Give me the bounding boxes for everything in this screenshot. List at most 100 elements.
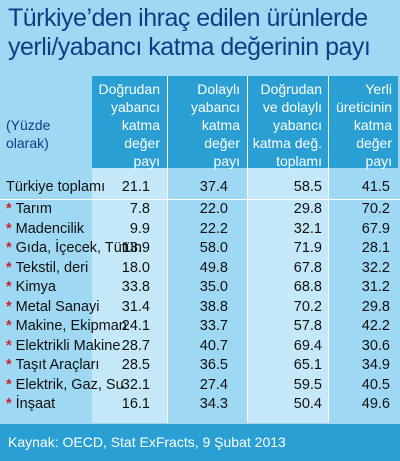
value-cell: 37.4 xyxy=(199,179,228,195)
header-background xyxy=(92,76,398,168)
row-label-text: İnşaat xyxy=(15,396,56,412)
row-label: * Makine, Ekipman xyxy=(6,318,127,334)
value-cell: 18.0 xyxy=(121,259,150,276)
table-body: Türkiye toplamı 21.1 37.4 58.5 41.5 * Tarım 7.8… xyxy=(0,178,400,415)
value-cell: 22.2 xyxy=(199,220,228,237)
bullet-star-icon: * xyxy=(6,298,12,315)
column-header-2-line: değer xyxy=(204,135,240,151)
value-cell: 9.9 xyxy=(129,220,150,237)
value-cell: 71.9 xyxy=(293,240,322,256)
row-label: * Elektrikli Makine xyxy=(6,338,120,354)
value-cell: 24.1 xyxy=(121,318,150,334)
unit-note-line-1: (Yüzde xyxy=(6,117,51,133)
value-cell: 28.5 xyxy=(121,357,150,373)
row-label: * Tarım xyxy=(6,201,52,217)
row-label: * Elektrik, Gaz, Su xyxy=(6,377,124,393)
row-label-text: Makine, Ekipman xyxy=(15,318,127,334)
row-label: Türkiye toplamı xyxy=(6,179,105,195)
column-header-3: Doğrudan ve dolaylı yabancı katma değ. t… xyxy=(250,80,322,170)
table-row: * Tarım 7.8 22.0 29.8 70.2 xyxy=(0,200,400,220)
value-cell: 34.9 xyxy=(361,357,390,373)
value-cell: 34.3 xyxy=(199,396,228,412)
column-header-4-line: katma xyxy=(353,117,392,133)
row-label-text: Kimya xyxy=(15,279,56,295)
value-cell: 42.2 xyxy=(361,318,390,334)
value-cell: 59.5 xyxy=(293,376,322,393)
row-label: * Tekstil, deri xyxy=(6,260,88,276)
table-row: * Gıda, İçecek, Tütün 13.9 58.0 71.9 28.1 xyxy=(0,239,400,259)
unit-note: (Yüzde olarak) xyxy=(6,116,50,152)
table-row: Türkiye toplamı 21.1 37.4 58.5 41.5 xyxy=(0,178,400,200)
value-cell: 31.2 xyxy=(361,279,390,295)
value-cell: 65.1 xyxy=(293,357,322,373)
row-label: * Madencilik xyxy=(6,221,84,237)
bullet-star-icon: * xyxy=(6,376,12,393)
column-header-2-line: Dolaylı xyxy=(197,81,240,97)
column-divider xyxy=(247,76,248,423)
row-label-text: Madencilik xyxy=(15,220,85,237)
value-cell: 32.1 xyxy=(293,220,322,237)
value-cell: 13.9 xyxy=(121,240,150,256)
value-cell: 32.1 xyxy=(121,376,150,393)
value-cell: 36.5 xyxy=(199,357,228,373)
bullet-star-icon: * xyxy=(6,357,12,373)
value-cell: 40.7 xyxy=(199,337,228,354)
column-header-4-line: değer xyxy=(356,135,392,151)
row-label-text: Tekstil, deri xyxy=(15,259,89,276)
value-cell: 41.5 xyxy=(361,179,390,195)
value-cell: 30.6 xyxy=(361,337,390,354)
value-cell: 67.8 xyxy=(293,259,322,276)
column-header-1: Doğrudan yabancı katma değer payı xyxy=(94,80,161,170)
value-cell: 31.4 xyxy=(121,298,150,315)
value-cell: 27.4 xyxy=(199,376,228,393)
value-cell: 49.8 xyxy=(199,259,228,276)
value-cell: 58.5 xyxy=(293,179,322,195)
column-header-3-line: Doğrudan xyxy=(260,81,323,97)
column-header-4-line: Yerli xyxy=(365,81,392,97)
column-header-1-line: katma xyxy=(121,117,160,133)
table-row: * Kimya 33.8 35.0 68.8 31.2 xyxy=(0,278,400,298)
bullet-star-icon: * xyxy=(6,240,12,256)
value-cell: 35.0 xyxy=(199,279,228,295)
value-cell: 7.8 xyxy=(129,201,150,217)
column-divider xyxy=(328,76,329,423)
value-cell: 70.2 xyxy=(293,298,322,315)
table-row: * Taşıt Araçları 28.5 36.5 65.1 34.9 xyxy=(0,356,400,376)
column-header-3-line: toplamı xyxy=(276,153,322,169)
column-shade-1 xyxy=(92,168,167,423)
column-header-2: Dolaylı yabancı katma değer payı xyxy=(170,80,240,170)
row-label: * Taşıt Araçları xyxy=(6,357,99,373)
source-footer: Kaynak: OECD, Stat ExFracts, 9 Şubat 201… xyxy=(0,424,400,461)
value-cell: 50.4 xyxy=(293,396,322,412)
value-cell: 49.6 xyxy=(361,396,390,412)
bullet-star-icon: * xyxy=(6,259,12,276)
column-header-4-line: payı xyxy=(365,153,392,169)
column-header-3-line: yabancı xyxy=(272,117,322,133)
value-cell: 33.7 xyxy=(199,318,228,334)
column-header-1-line: yabancı xyxy=(110,99,160,115)
value-cell: 28.1 xyxy=(361,240,390,256)
row-label-text: Metal Sanayi xyxy=(15,298,100,315)
table-row: * Tekstil, deri 18.0 49.8 67.8 32.2 xyxy=(0,259,400,279)
column-header-1-line: Doğrudan xyxy=(98,81,161,97)
table-row: * Makine, Ekipman 24.1 33.7 57.8 42.2 xyxy=(0,317,400,337)
value-cell: 57.8 xyxy=(293,318,322,334)
bullet-star-icon: * xyxy=(6,279,12,295)
table-row: * İnşaat 16.1 34.3 50.4 49.6 xyxy=(0,395,400,415)
bullet-star-icon: * xyxy=(6,201,12,217)
column-header-2-line: katma xyxy=(201,117,240,133)
column-header-2-line: yabancı xyxy=(190,99,240,115)
column-header-2-line: payı xyxy=(213,153,240,169)
row-label: * Kimya xyxy=(6,279,56,295)
value-cell: 28.7 xyxy=(121,337,150,354)
value-cell: 32.2 xyxy=(361,259,390,276)
table-row: * Metal Sanayi 31.4 38.8 70.2 29.8 xyxy=(0,298,400,318)
column-header-4: Yerli üreticinin katma değer payı xyxy=(330,80,392,170)
value-cell: 68.8 xyxy=(293,279,322,295)
value-cell: 21.1 xyxy=(121,179,150,195)
table-row: * Madencilik 9.9 22.2 32.1 67.9 xyxy=(0,220,400,240)
bullet-star-icon: * xyxy=(6,220,12,237)
row-label: * Gıda, İçecek, Tütün xyxy=(6,240,142,256)
value-cell: 70.2 xyxy=(361,201,390,217)
